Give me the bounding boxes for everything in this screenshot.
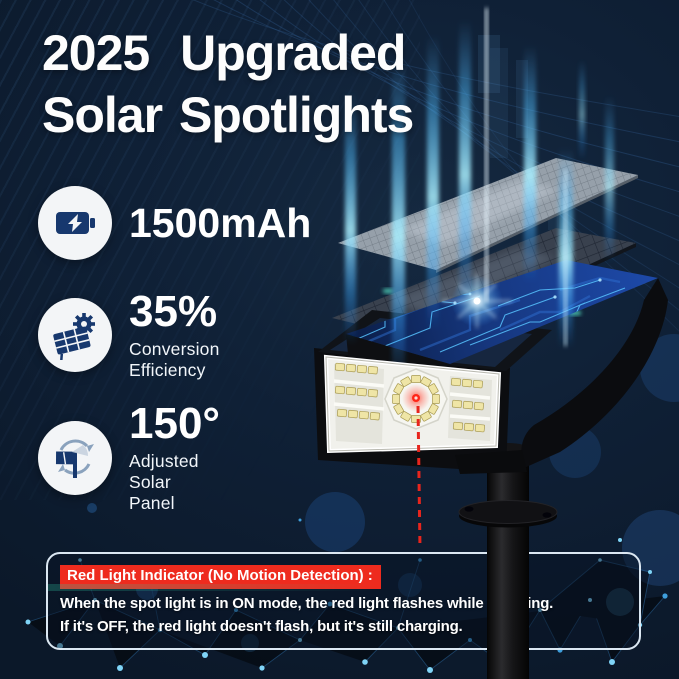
rotating-solar-panel-icon bbox=[55, 439, 94, 478]
feature-adjustable-angle: 150° Adjusted Solar Panel bbox=[38, 399, 221, 514]
efficiency-value: 35% bbox=[129, 287, 218, 336]
battery-capacity-value: 1500mAh bbox=[129, 199, 312, 246]
info-box-line2: If it's OFF, the red light doesn't flash… bbox=[60, 617, 463, 635]
title-line1: 2025 Upgraded bbox=[42, 25, 406, 81]
info-box: Red Light Indicator (No Motion Detection… bbox=[46, 552, 641, 650]
feature-conversion-efficiency: 35% Conversion Efficiency bbox=[38, 287, 220, 381]
solar-panel-gear-icon bbox=[53, 313, 95, 361]
solar-panel-icon-circle bbox=[38, 298, 112, 373]
title-line2: Solar Spotlights bbox=[42, 87, 414, 143]
battery-icon-circle bbox=[38, 186, 112, 260]
battery-bolt-icon bbox=[56, 212, 95, 234]
efficiency-label: Conversion Efficiency bbox=[129, 338, 220, 380]
info-box-line1: When the spot light is in ON mode, the r… bbox=[60, 594, 554, 612]
teal-glow-streak bbox=[48, 584, 378, 591]
constellation-lines bbox=[27, 559, 666, 671]
angle-label: Adjusted Solar Panel bbox=[129, 450, 199, 513]
info-box-heading: Red Light Indicator (No Motion Detection… bbox=[60, 565, 381, 589]
feature-battery-capacity: 1500mAh bbox=[38, 186, 311, 260]
page-title: 2025 Upgraded Solar Spotlights bbox=[42, 22, 414, 146]
angle-value: 150° bbox=[129, 399, 221, 448]
rotating-panel-icon-circle bbox=[38, 420, 112, 495]
